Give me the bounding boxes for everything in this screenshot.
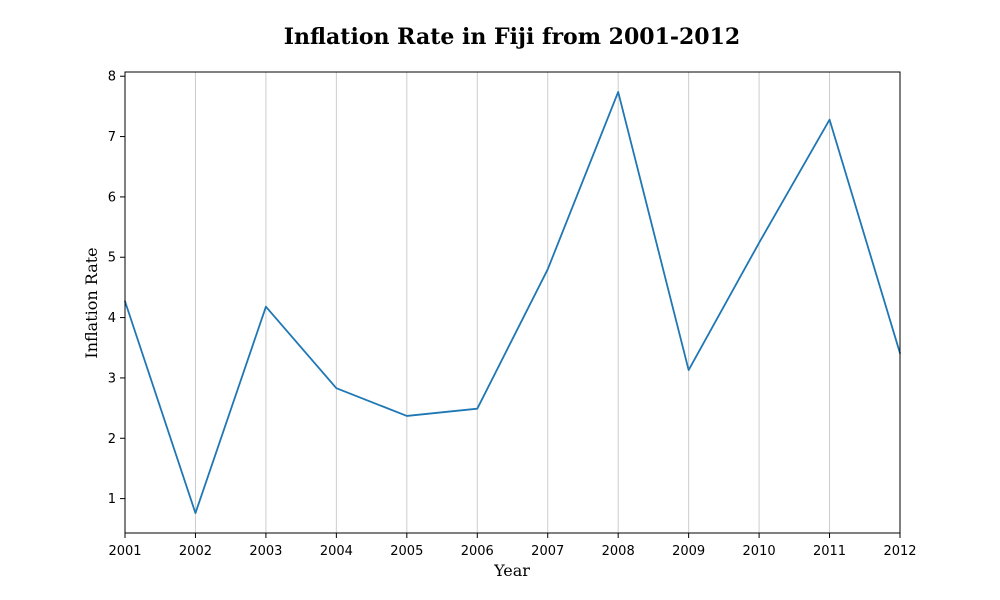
x-tick-label: 2007 [531,544,564,559]
y-tick-label: 8 [108,70,116,85]
y-tick-label: 1 [108,492,116,507]
chart-title: Inflation Rate in Fiji from 2001-2012 [284,24,740,50]
series-layer [124,91,901,514]
y-tick-label: 5 [108,251,116,266]
x-tick-label: 2009 [672,544,705,559]
y-axis: 1 2 3 4 5 6 7 8 [108,70,125,507]
x-tick-label: 2002 [179,544,212,559]
plot-frame [124,71,901,534]
y-tick-label: 2 [108,432,116,447]
x-axis-label: Year [493,561,530,580]
x-tick-label: 2012 [883,544,916,559]
x-tick-label: 2005 [390,544,423,559]
series-line-0 [124,91,901,514]
x-tick-label: 2010 [743,544,776,559]
x-tick-label: 2001 [108,544,141,559]
x-tick-label: 2004 [320,544,353,559]
y-axis-label: Inflation Rate [82,247,101,358]
x-axis: 2001 2002 2003 2004 2005 2006 2007 2008 2009 2010… [108,533,917,559]
x-tick-label: 2006 [461,544,494,559]
y-tick-label: 6 [108,190,116,205]
x-tick-label: 2008 [602,544,635,559]
grid-lines [194,72,831,533]
y-tick-label: 4 [108,311,116,326]
y-tick-label: 7 [108,130,116,145]
x-tick-label: 2011 [813,544,846,559]
x-tick-label: 2003 [249,544,282,559]
y-tick-label: 3 [108,371,116,386]
